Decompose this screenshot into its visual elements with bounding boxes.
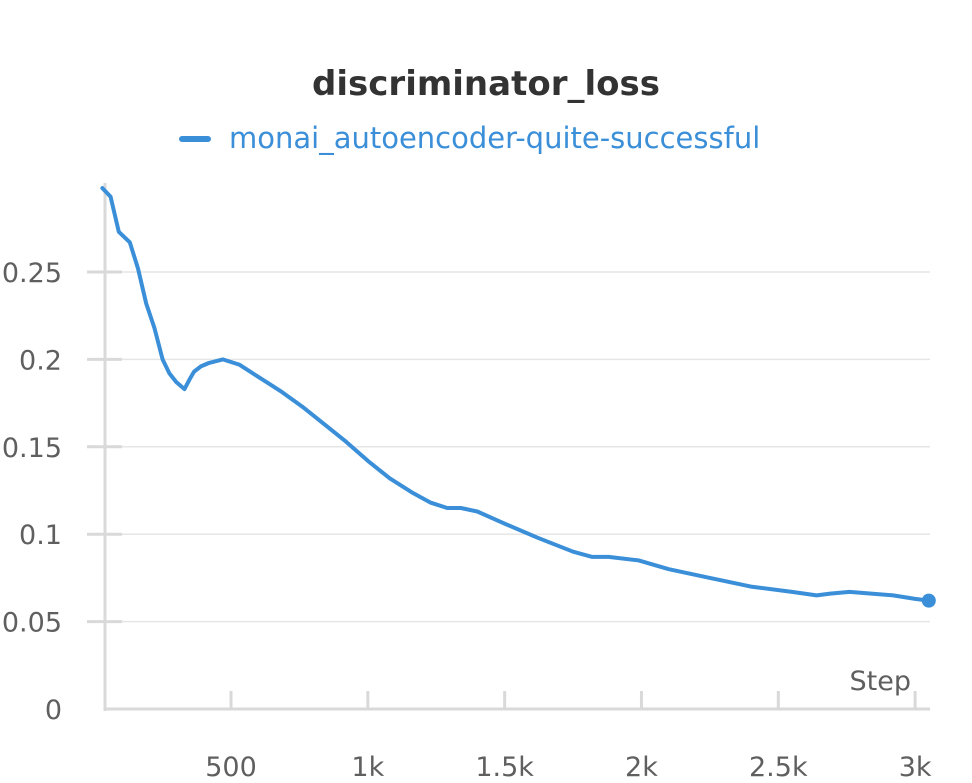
- y-tick-label: 0.2: [19, 345, 62, 376]
- y-tick-label: 0.15: [2, 433, 62, 464]
- x-axis-label: Step: [850, 666, 911, 697]
- x-tick-label: 1.5k: [475, 752, 534, 783]
- x-tick-label: 3k: [899, 752, 932, 783]
- x-tick-label: 1k: [351, 752, 384, 783]
- x-tick-label: 2k: [625, 752, 658, 783]
- y-tick-label: 0: [45, 695, 62, 726]
- y-tick-label: 0.25: [2, 258, 62, 289]
- gridlines: [105, 271, 930, 623]
- x-tick-label: 2.5k: [749, 752, 808, 783]
- x-axis-ticks: 500 1k 1.5k 2k 2.5k 3k: [205, 691, 932, 783]
- legend-label: monai_autoencoder-quite-successful: [229, 121, 760, 155]
- x-tick-label: 500: [205, 752, 257, 783]
- chart-title: discriminator_loss: [312, 64, 660, 104]
- series-layer: [100, 186, 936, 608]
- y-tick-label: 0.1: [19, 520, 62, 551]
- series-line: [100, 186, 931, 603]
- series-end-point: [921, 593, 936, 608]
- legend[interactable]: monai_autoencoder-quite-successful: [179, 121, 760, 155]
- y-axis-ticks: 0 0.05 0.1 0.15 0.2 0.25: [2, 258, 122, 726]
- y-tick-label: 0.05: [2, 608, 62, 639]
